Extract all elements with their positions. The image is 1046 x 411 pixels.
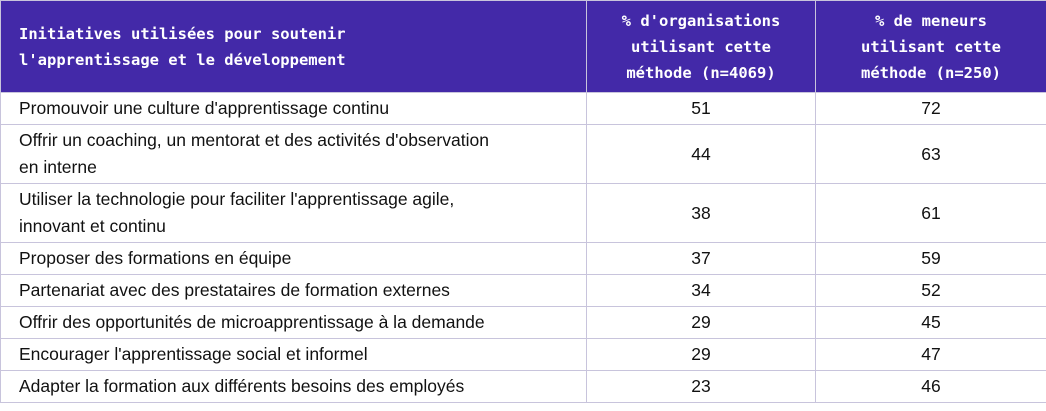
initiative-cell: Partenariat avec des prestataires de for… bbox=[0, 274, 587, 307]
initiative-text: Utiliser la technologie pour faciliter l… bbox=[19, 189, 455, 209]
header-meneurs-line2: utilisant cette bbox=[861, 37, 1001, 56]
header-organisations: % d'organisations utilisant cette méthod… bbox=[586, 0, 816, 93]
org-percent-cell: 34 bbox=[586, 274, 816, 307]
leaders-percent-cell: 59 bbox=[815, 242, 1046, 275]
header-initiatives: Initiatives utilisées pour soutenir l'ap… bbox=[0, 0, 587, 93]
leaders-percent-cell: 52 bbox=[815, 274, 1046, 307]
table-row: Adapter la formation aux différents beso… bbox=[0, 370, 1046, 403]
initiative-cell: Offrir un coaching, un mentorat et des a… bbox=[0, 124, 587, 184]
org-percent-cell: 51 bbox=[586, 92, 816, 125]
table-row: Partenariat avec des prestataires de for… bbox=[0, 274, 1046, 307]
initiative-cell: Promouvoir une culture d'apprentissage c… bbox=[0, 92, 587, 125]
leaders-percent-cell: 72 bbox=[815, 92, 1046, 125]
leaders-percent-cell: 46 bbox=[815, 370, 1046, 403]
initiative-text: Proposer des formations en équipe bbox=[19, 248, 292, 268]
initiative-cell: Offrir des opportunités de microapprenti… bbox=[0, 306, 587, 339]
header-organisations-line1: % d'organisations bbox=[621, 11, 781, 30]
header-initiatives-line2: l'apprentissage et le développement bbox=[19, 50, 346, 69]
initiative-text: Offrir un coaching, un mentorat et des a… bbox=[19, 130, 489, 150]
header-meneurs-line3: méthode (n=250) bbox=[861, 63, 1001, 82]
header-meneurs: % de meneurs utilisant cette méthode (n=… bbox=[815, 0, 1046, 93]
table-row: Encourager l'apprentissage social et inf… bbox=[0, 338, 1046, 371]
header-initiatives-line1: Initiatives utilisées pour soutenir bbox=[19, 24, 346, 43]
org-percent-cell: 38 bbox=[586, 183, 816, 243]
header-organisations-line3: méthode (n=4069) bbox=[626, 63, 776, 82]
table-row: Offrir un coaching, un mentorat et des a… bbox=[0, 124, 1046, 184]
org-percent-cell: 23 bbox=[586, 370, 816, 403]
header-row: Initiatives utilisées pour soutenir l'ap… bbox=[0, 0, 1046, 93]
initiative-text: Offrir des opportunités de microapprenti… bbox=[19, 312, 485, 332]
leaders-percent-cell: 63 bbox=[815, 124, 1046, 184]
org-percent-cell: 44 bbox=[586, 124, 816, 184]
initiative-text: Partenariat avec des prestataires de for… bbox=[19, 280, 450, 300]
initiative-cell: Proposer des formations en équipe bbox=[0, 242, 587, 275]
initiative-text: Encourager l'apprentissage social et inf… bbox=[19, 344, 368, 364]
org-percent-cell: 29 bbox=[586, 306, 816, 339]
org-percent-cell: 37 bbox=[586, 242, 816, 275]
initiative-text-cont: en interne bbox=[19, 157, 97, 177]
leaders-percent-cell: 61 bbox=[815, 183, 1046, 243]
initiative-text: Promouvoir une culture d'apprentissage c… bbox=[19, 98, 390, 118]
initiative-text: Adapter la formation aux différents beso… bbox=[19, 376, 465, 396]
initiative-cell: Utiliser la technologie pour faciliter l… bbox=[0, 183, 587, 243]
initiative-cell: Adapter la formation aux différents beso… bbox=[0, 370, 587, 403]
header-organisations-line2: utilisant cette bbox=[631, 37, 771, 56]
table-row: Promouvoir une culture d'apprentissage c… bbox=[0, 92, 1046, 125]
initiative-cell: Encourager l'apprentissage social et inf… bbox=[0, 338, 587, 371]
table-row: Proposer des formations en équipe 37 59 bbox=[0, 242, 1046, 275]
leaders-percent-cell: 45 bbox=[815, 306, 1046, 339]
header-meneurs-line1: % de meneurs bbox=[875, 11, 987, 30]
leaders-percent-cell: 47 bbox=[815, 338, 1046, 371]
org-percent-cell: 29 bbox=[586, 338, 816, 371]
table-row: Offrir des opportunités de microapprenti… bbox=[0, 306, 1046, 339]
table-row: Utiliser la technologie pour faciliter l… bbox=[0, 183, 1046, 243]
initiative-text-cont: innovant et continu bbox=[19, 216, 166, 236]
